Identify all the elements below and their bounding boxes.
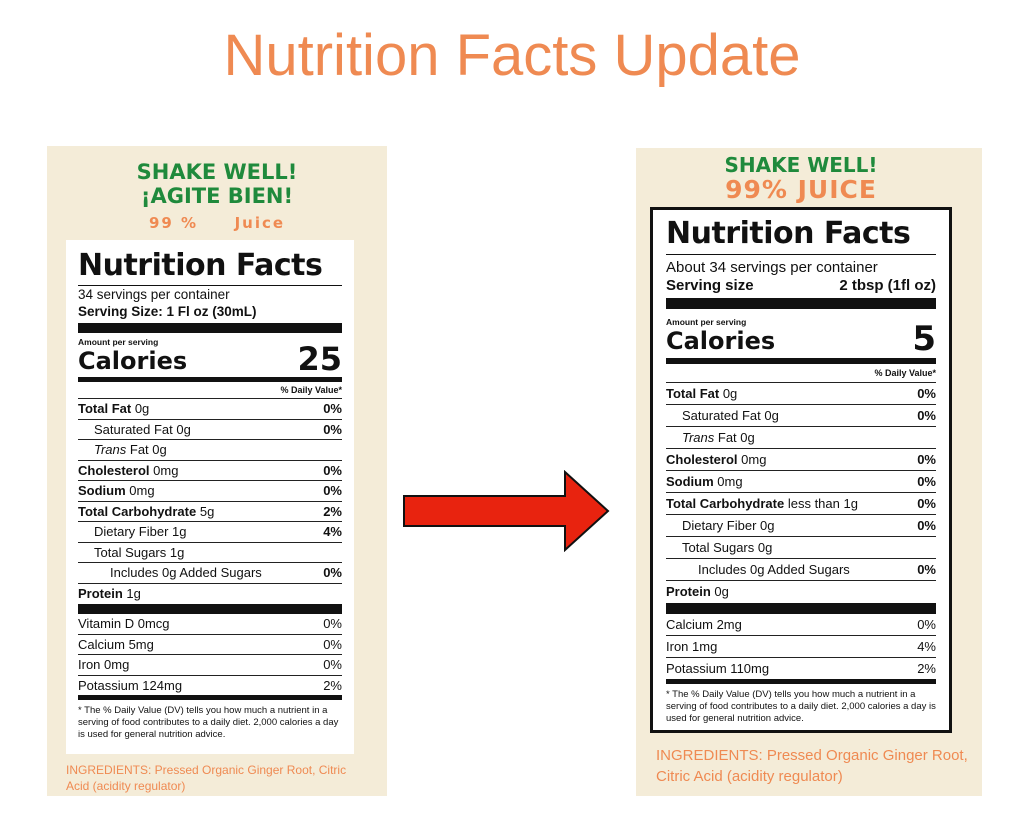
old-nutrition-title: Nutrition Facts xyxy=(78,248,323,283)
old-row-sodium: Sodium 0mg 0% xyxy=(78,481,342,502)
new-row-total-fat: Total Fat 0g 0% xyxy=(666,383,936,405)
old-row-saturated-fat: Saturated Fat 0g 0% xyxy=(78,420,342,440)
old-serving-size: Serving Size: 1 Fl oz (30mL) xyxy=(78,304,257,319)
new-servings: About 34 servings per container xyxy=(666,259,878,276)
new-row-protein: Protein 0g xyxy=(666,584,729,599)
new-footnote: * The % Daily Value (DV) tells you how m… xyxy=(666,689,936,724)
new-juice: 99% JUICE xyxy=(725,175,877,204)
old-shake-well-es: ¡AGITE BIEN! xyxy=(140,184,294,208)
old-footnote: * The % Daily Value (DV) tells you how m… xyxy=(78,705,339,740)
old-calories-value: 25 xyxy=(297,340,342,378)
old-row-trans-fat: Trans Fat 0g xyxy=(78,440,342,461)
old-row-potassium: Potassium 124mg 2% xyxy=(78,677,342,693)
new-serving-size: Serving size 2 tbsp (1fl oz) xyxy=(666,277,936,295)
new-amount-per-serving: Amount per serving xyxy=(666,317,747,327)
new-nutrition-title: Nutrition Facts xyxy=(666,216,911,251)
page-title: Nutrition Facts Update xyxy=(223,23,801,88)
new-row-saturated-fat: Saturated Fat 0g 0% xyxy=(666,405,936,427)
new-dv-header: % Daily Value* xyxy=(666,364,936,383)
old-label-card: SHAKE WELL! ¡AGITE BIEN! 99 % Juice Nutr… xyxy=(47,146,387,796)
old-ingredients: INGREDIENTS: Pressed Organic Ginger Root… xyxy=(66,763,347,793)
old-dv-header: % Daily Value* xyxy=(78,382,342,399)
old-row-iron: Iron 0mg 0% xyxy=(78,655,342,676)
old-juice-line: 99 % Juice xyxy=(47,214,387,232)
old-row-total-carbohydrate: Total Carbohydrate 5g 2% xyxy=(78,502,342,522)
new-row-added-sugars: Includes 0g Added Sugars 0% xyxy=(666,559,936,581)
old-shake-well-en: SHAKE WELL! xyxy=(136,160,298,184)
arrow-right-icon xyxy=(403,470,610,552)
new-calories-value: 5 xyxy=(912,319,936,359)
old-row-dietary-fiber: Dietary Fiber 1g 4% xyxy=(78,522,342,543)
new-label-card: SHAKE WELL! 99% JUICE Nutrition Facts Ab… xyxy=(636,148,982,796)
old-row-vitamin-d: Vitamin D 0mcg 0% xyxy=(78,614,342,635)
old-juice-pct: 99 % xyxy=(148,214,199,232)
old-row-total-sugars: Total Sugars 1g xyxy=(78,543,342,563)
new-serving-size-value: 2 tbsp (1fl oz) xyxy=(839,277,936,294)
new-row-potassium: Potassium 110mg 2% xyxy=(666,661,936,676)
old-row-calcium: Calcium 5mg 0% xyxy=(78,635,342,655)
new-row-iron: Iron 1mg 4% xyxy=(666,636,936,658)
old-servings: 34 servings per container xyxy=(78,287,230,302)
old-calories-label: Calories xyxy=(78,347,188,375)
new-row-calcium: Calcium 2mg 0% xyxy=(666,614,936,636)
old-row-total-fat: Total Fat 0g 0% xyxy=(78,399,342,420)
old-row-cholesterol: Cholesterol 0mg 0% xyxy=(78,461,342,481)
new-shake-well: SHAKE WELL! xyxy=(724,153,878,177)
new-nutrition-panel: Nutrition Facts About 34 servings per co… xyxy=(650,207,952,733)
new-row-total-sugars: Total Sugars 0g xyxy=(666,537,936,559)
old-juice-word: Juice xyxy=(234,214,286,232)
new-serving-size-label: Serving size xyxy=(666,277,754,294)
new-row-total-carbohydrate: Total Carbohydrate less than 1g 0% xyxy=(666,493,936,515)
old-nutrition-panel: Nutrition Facts 34 servings per containe… xyxy=(66,240,354,754)
new-ingredients: INGREDIENTS: Pressed Organic Ginger Root… xyxy=(656,747,968,785)
new-row-dietary-fiber: Dietary Fiber 0g 0% xyxy=(666,515,936,537)
old-row-added-sugars: Includes 0g Added Sugars 0% xyxy=(78,563,342,584)
new-row-cholesterol: Cholesterol 0mg 0% xyxy=(666,449,936,471)
new-calories-label: Calories xyxy=(666,327,776,355)
old-row-protein: Protein 1g xyxy=(78,585,141,601)
new-row-trans-fat: Trans Fat 0g xyxy=(666,427,936,449)
new-row-sodium: Sodium 0mg 0% xyxy=(666,471,936,493)
old-amount-per-serving: Amount per serving xyxy=(78,337,159,347)
